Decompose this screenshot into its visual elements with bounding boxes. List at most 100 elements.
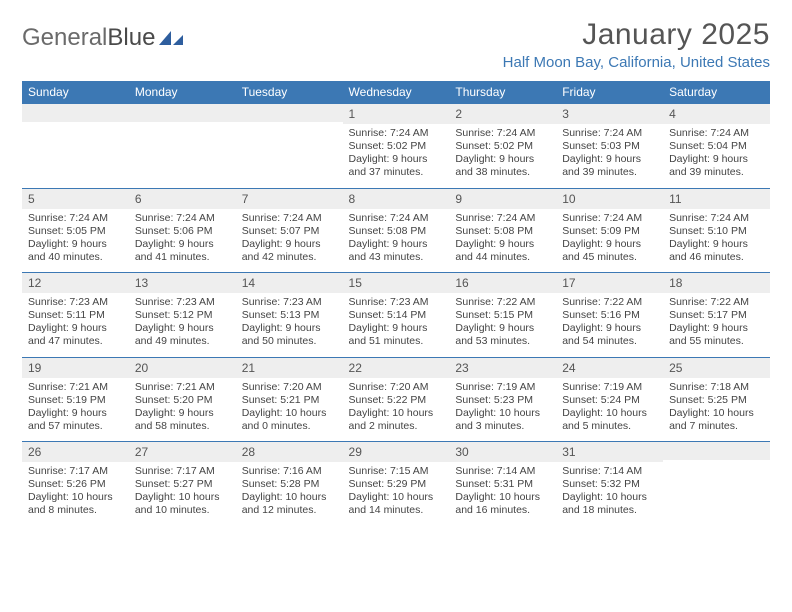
day-cell: 11Sunrise: 7:24 AMSunset: 5:10 PMDayligh… xyxy=(663,188,770,273)
day-number: 5 xyxy=(22,189,129,209)
sunrise-line: Sunrise: 7:21 AM xyxy=(135,381,230,394)
col-monday: Monday xyxy=(129,81,236,104)
sunrise-line: Sunrise: 7:20 AM xyxy=(349,381,444,394)
day-number: 19 xyxy=(22,358,129,378)
sunrise-line: Sunrise: 7:23 AM xyxy=(349,296,444,309)
sunrise-line: Sunrise: 7:17 AM xyxy=(135,465,230,478)
sunset-line: Sunset: 5:02 PM xyxy=(455,140,550,153)
daylight-line: Daylight: 10 hours and 18 minutes. xyxy=(562,491,657,517)
daylight-line: Daylight: 9 hours and 40 minutes. xyxy=(28,238,123,264)
week-row: 26Sunrise: 7:17 AMSunset: 5:26 PMDayligh… xyxy=(22,442,770,526)
day-number: 11 xyxy=(663,189,770,209)
day-cell xyxy=(663,442,770,526)
sunrise-line: Sunrise: 7:23 AM xyxy=(135,296,230,309)
col-sunday: Sunday xyxy=(22,81,129,104)
day-details: Sunrise: 7:24 AMSunset: 5:08 PMDaylight:… xyxy=(449,209,556,273)
sunset-line: Sunset: 5:23 PM xyxy=(455,394,550,407)
sunrise-line: Sunrise: 7:24 AM xyxy=(28,212,123,225)
daylight-line: Daylight: 10 hours and 7 minutes. xyxy=(669,407,764,433)
daylight-line: Daylight: 10 hours and 3 minutes. xyxy=(455,407,550,433)
day-details: Sunrise: 7:23 AMSunset: 5:12 PMDaylight:… xyxy=(129,293,236,357)
sunset-line: Sunset: 5:27 PM xyxy=(135,478,230,491)
sunset-line: Sunset: 5:08 PM xyxy=(349,225,444,238)
day-cell: 12Sunrise: 7:23 AMSunset: 5:11 PMDayligh… xyxy=(22,273,129,358)
day-number: 6 xyxy=(129,189,236,209)
brand-part2: Blue xyxy=(107,24,155,51)
day-details: Sunrise: 7:24 AMSunset: 5:09 PMDaylight:… xyxy=(556,209,663,273)
day-cell: 28Sunrise: 7:16 AMSunset: 5:28 PMDayligh… xyxy=(236,442,343,526)
sunset-line: Sunset: 5:13 PM xyxy=(242,309,337,322)
daylight-line: Daylight: 9 hours and 57 minutes. xyxy=(28,407,123,433)
day-details: Sunrise: 7:23 AMSunset: 5:13 PMDaylight:… xyxy=(236,293,343,357)
sunrise-line: Sunrise: 7:24 AM xyxy=(562,212,657,225)
day-number: 12 xyxy=(22,273,129,293)
sunset-line: Sunset: 5:08 PM xyxy=(455,225,550,238)
sunrise-line: Sunrise: 7:18 AM xyxy=(669,381,764,394)
sunrise-line: Sunrise: 7:24 AM xyxy=(669,127,764,140)
day-details: Sunrise: 7:17 AMSunset: 5:27 PMDaylight:… xyxy=(129,462,236,526)
sunset-line: Sunset: 5:12 PM xyxy=(135,309,230,322)
day-cell: 3Sunrise: 7:24 AMSunset: 5:03 PMDaylight… xyxy=(556,104,663,189)
day-number: 23 xyxy=(449,358,556,378)
day-details xyxy=(236,122,343,180)
day-number: 26 xyxy=(22,442,129,462)
sunrise-line: Sunrise: 7:22 AM xyxy=(562,296,657,309)
sunset-line: Sunset: 5:17 PM xyxy=(669,309,764,322)
day-details: Sunrise: 7:14 AMSunset: 5:32 PMDaylight:… xyxy=(556,462,663,526)
day-details: Sunrise: 7:24 AMSunset: 5:02 PMDaylight:… xyxy=(343,124,450,188)
day-details xyxy=(129,122,236,180)
daylight-line: Daylight: 10 hours and 2 minutes. xyxy=(349,407,444,433)
day-cell: 9Sunrise: 7:24 AMSunset: 5:08 PMDaylight… xyxy=(449,188,556,273)
day-cell: 25Sunrise: 7:18 AMSunset: 5:25 PMDayligh… xyxy=(663,357,770,442)
day-cell: 26Sunrise: 7:17 AMSunset: 5:26 PMDayligh… xyxy=(22,442,129,526)
sunrise-line: Sunrise: 7:21 AM xyxy=(28,381,123,394)
daylight-line: Daylight: 9 hours and 42 minutes. xyxy=(242,238,337,264)
sunrise-line: Sunrise: 7:19 AM xyxy=(455,381,550,394)
day-details: Sunrise: 7:24 AMSunset: 5:02 PMDaylight:… xyxy=(449,124,556,188)
sunrise-line: Sunrise: 7:23 AM xyxy=(28,296,123,309)
col-friday: Friday xyxy=(556,81,663,104)
day-details: Sunrise: 7:16 AMSunset: 5:28 PMDaylight:… xyxy=(236,462,343,526)
day-details: Sunrise: 7:19 AMSunset: 5:23 PMDaylight:… xyxy=(449,378,556,442)
day-cell: 30Sunrise: 7:14 AMSunset: 5:31 PMDayligh… xyxy=(449,442,556,526)
sunrise-line: Sunrise: 7:22 AM xyxy=(669,296,764,309)
col-saturday: Saturday xyxy=(663,81,770,104)
daylight-line: Daylight: 9 hours and 41 minutes. xyxy=(135,238,230,264)
daylight-line: Daylight: 9 hours and 55 minutes. xyxy=(669,322,764,348)
daylight-line: Daylight: 9 hours and 58 minutes. xyxy=(135,407,230,433)
day-cell: 8Sunrise: 7:24 AMSunset: 5:08 PMDaylight… xyxy=(343,188,450,273)
day-cell xyxy=(22,104,129,189)
daylight-line: Daylight: 10 hours and 12 minutes. xyxy=(242,491,337,517)
day-details: Sunrise: 7:22 AMSunset: 5:17 PMDaylight:… xyxy=(663,293,770,357)
day-number: 3 xyxy=(556,104,663,124)
day-details: Sunrise: 7:24 AMSunset: 5:05 PMDaylight:… xyxy=(22,209,129,273)
daylight-line: Daylight: 10 hours and 8 minutes. xyxy=(28,491,123,517)
day-cell: 4Sunrise: 7:24 AMSunset: 5:04 PMDaylight… xyxy=(663,104,770,189)
day-cell: 24Sunrise: 7:19 AMSunset: 5:24 PMDayligh… xyxy=(556,357,663,442)
week-row: 19Sunrise: 7:21 AMSunset: 5:19 PMDayligh… xyxy=(22,357,770,442)
day-cell: 17Sunrise: 7:22 AMSunset: 5:16 PMDayligh… xyxy=(556,273,663,358)
day-number: 14 xyxy=(236,273,343,293)
calendar-table: Sunday Monday Tuesday Wednesday Thursday… xyxy=(22,81,770,526)
daylight-line: Daylight: 10 hours and 0 minutes. xyxy=(242,407,337,433)
day-cell: 5Sunrise: 7:24 AMSunset: 5:05 PMDaylight… xyxy=(22,188,129,273)
day-details: Sunrise: 7:21 AMSunset: 5:20 PMDaylight:… xyxy=(129,378,236,442)
sunset-line: Sunset: 5:05 PM xyxy=(28,225,123,238)
daylight-line: Daylight: 9 hours and 51 minutes. xyxy=(349,322,444,348)
day-cell: 31Sunrise: 7:14 AMSunset: 5:32 PMDayligh… xyxy=(556,442,663,526)
day-number: 7 xyxy=(236,189,343,209)
day-cell: 2Sunrise: 7:24 AMSunset: 5:02 PMDaylight… xyxy=(449,104,556,189)
day-header-row: Sunday Monday Tuesday Wednesday Thursday… xyxy=(22,81,770,104)
day-number: 8 xyxy=(343,189,450,209)
sunrise-line: Sunrise: 7:14 AM xyxy=(562,465,657,478)
sunset-line: Sunset: 5:28 PM xyxy=(242,478,337,491)
daylight-line: Daylight: 10 hours and 5 minutes. xyxy=(562,407,657,433)
day-number: 25 xyxy=(663,358,770,378)
sunrise-line: Sunrise: 7:17 AM xyxy=(28,465,123,478)
day-number: 24 xyxy=(556,358,663,378)
daylight-line: Daylight: 10 hours and 10 minutes. xyxy=(135,491,230,517)
daylight-line: Daylight: 10 hours and 16 minutes. xyxy=(455,491,550,517)
sunrise-line: Sunrise: 7:15 AM xyxy=(349,465,444,478)
sunrise-line: Sunrise: 7:19 AM xyxy=(562,381,657,394)
sunset-line: Sunset: 5:04 PM xyxy=(669,140,764,153)
